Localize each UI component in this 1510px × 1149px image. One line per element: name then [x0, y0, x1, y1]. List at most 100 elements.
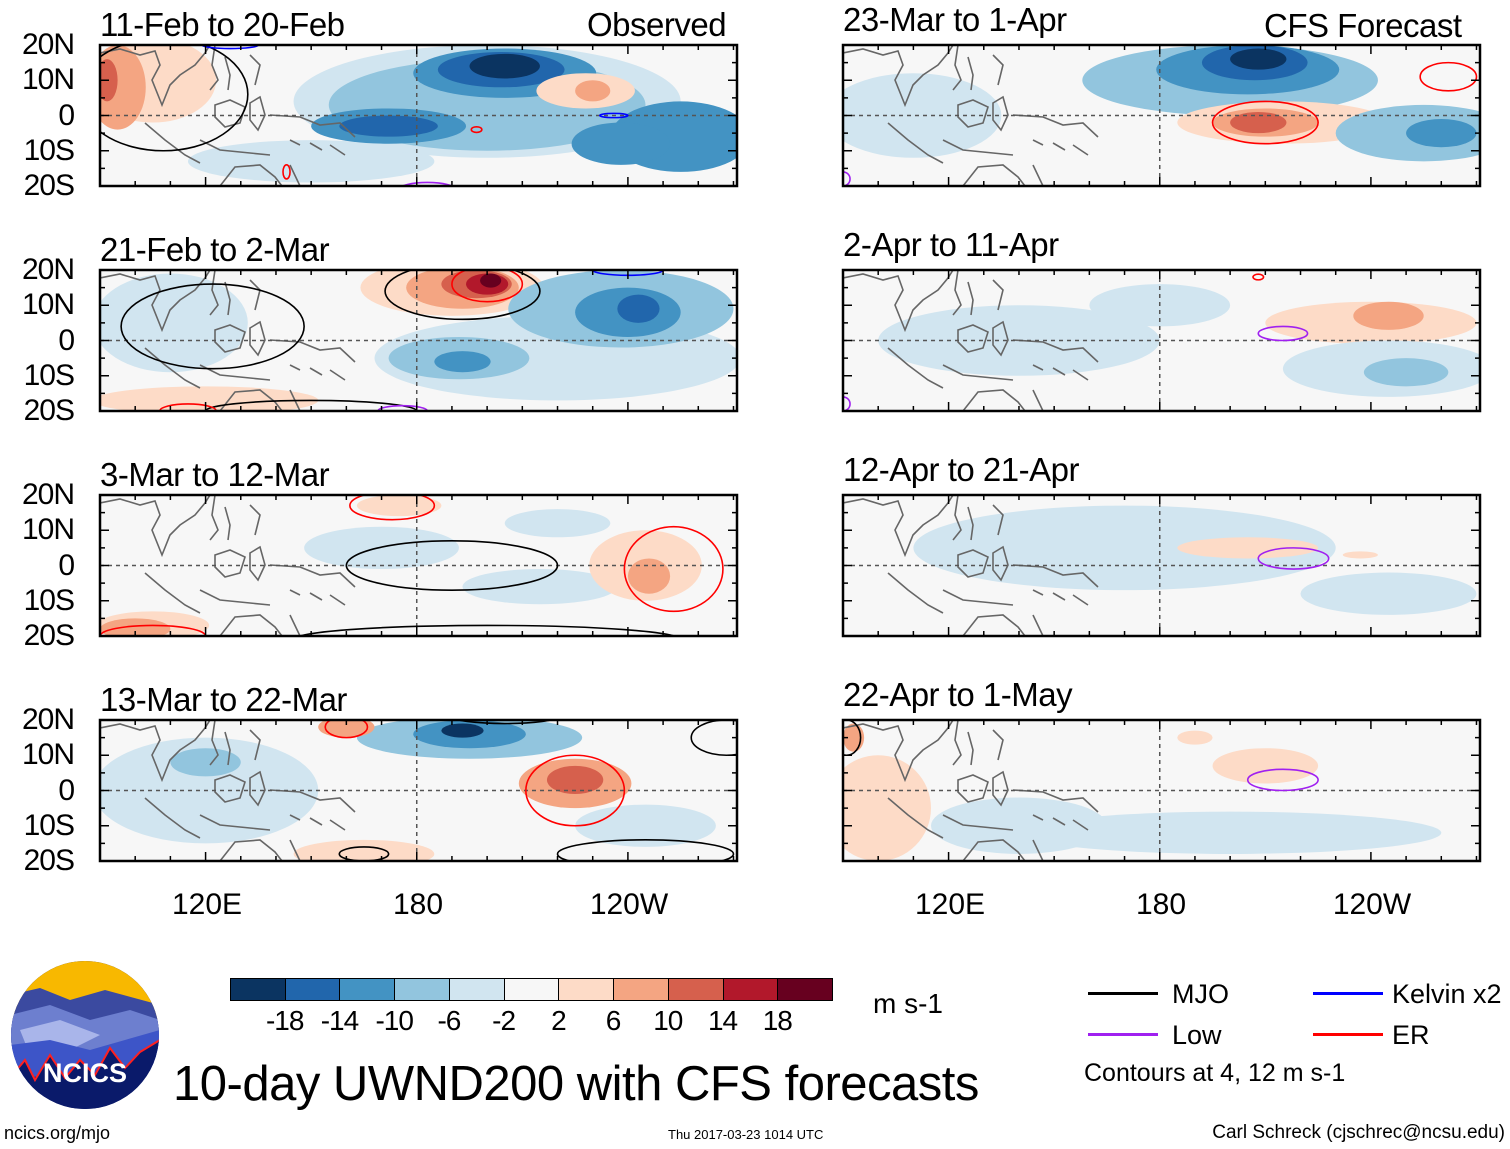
- colorbar-label: 18: [762, 1005, 793, 1036]
- colorbar-swatch: [394, 978, 450, 1001]
- coastline: [100, 270, 356, 411]
- lat-label: 10N: [21, 288, 75, 322]
- colorbar-label: -14: [320, 1005, 359, 1036]
- anomaly-region: [1177, 537, 1319, 559]
- colorbar-label: -18: [265, 1005, 304, 1036]
- logo-text: NCICS: [43, 1058, 127, 1088]
- contour-note: Contours at 4, 12 m s-1: [1084, 1059, 1346, 1087]
- coastline: [100, 45, 356, 186]
- anomaly-region: [434, 351, 491, 373]
- coastline: [843, 45, 1099, 186]
- contour-kelvin: [598, 112, 629, 119]
- colorbar-swatch: [503, 978, 560, 1001]
- lat-label: 20S: [23, 844, 75, 877]
- lon-label: 120W: [589, 888, 669, 921]
- anomaly-region: [1230, 111, 1287, 134]
- contour-mjo: [297, 624, 678, 636]
- map-panel: [841, 268, 1482, 413]
- lat-label: 10S: [23, 133, 75, 167]
- lon-label: 120E: [914, 888, 986, 921]
- map-panel: [841, 43, 1482, 188]
- contour-mjo: [556, 839, 735, 861]
- colorbar-swatch: [284, 978, 341, 1001]
- map-panel: [98, 268, 739, 413]
- contour-kelvin: [201, 45, 260, 50]
- lat-label: 10S: [23, 583, 75, 617]
- legend-line-low: [1088, 1033, 1158, 1036]
- lat-label: 0: [58, 773, 75, 807]
- colorbar-swatch: [667, 978, 724, 1001]
- contour-mjo: [100, 45, 249, 152]
- anomaly-region: [318, 720, 375, 738]
- contour-low: [1246, 768, 1319, 792]
- lat-label: 20N: [21, 253, 75, 286]
- anomaly-region: [356, 495, 442, 517]
- contour-low: [843, 396, 851, 411]
- contour-mjo: [690, 720, 737, 757]
- colorbar-label: 2: [551, 1005, 567, 1036]
- colorbar-swatch: [230, 978, 286, 1001]
- anomaly-region: [187, 140, 435, 183]
- panel-title: 12-Apr to 21-Apr: [843, 451, 1079, 488]
- map-panel: [98, 718, 739, 863]
- contour-er: [623, 525, 724, 613]
- anomaly-region: [1177, 730, 1213, 745]
- colorbar-swatch: [722, 978, 779, 1001]
- colorbar-label: 6: [605, 1005, 622, 1036]
- contour-low: [401, 181, 454, 186]
- panel-title: 13-Mar to 22-Mar: [100, 681, 347, 718]
- map-panel: [98, 43, 739, 188]
- map-panel: [841, 718, 1482, 863]
- anomaly-region: [1342, 551, 1378, 559]
- anomaly-region: [843, 755, 931, 861]
- anomaly-region: [843, 73, 1002, 158]
- panel-title: 23-Mar to 1-Apr: [843, 1, 1067, 38]
- contour-low: [1257, 325, 1309, 342]
- anomaly-region: [293, 839, 435, 861]
- anomaly-region: [170, 748, 241, 777]
- anomaly-region: [913, 505, 1336, 591]
- legend-label-low: Low: [1172, 1020, 1222, 1050]
- colorbar-swatch: [448, 978, 505, 1001]
- anomaly-region: [469, 53, 540, 79]
- panel-title: 2-Apr to 11-Apr: [843, 226, 1059, 263]
- colorbar-swatch: [777, 978, 833, 1001]
- footer-link[interactable]: ncics.org/mjo: [4, 1123, 111, 1143]
- anomaly-region: [1018, 811, 1442, 854]
- contour-mjo: [345, 540, 559, 591]
- lat-label: 20N: [21, 703, 75, 736]
- lat-label: 10S: [23, 358, 75, 392]
- footer-timestamp: Thu 2017-03-23 1014 UTC: [668, 1127, 824, 1142]
- anomaly-region: [100, 618, 171, 636]
- anomaly-region: [617, 294, 660, 323]
- contour-er: [1252, 273, 1265, 281]
- lon-label: 120W: [1332, 888, 1412, 921]
- legend-label-er: ER: [1392, 1020, 1430, 1050]
- coastline: [843, 495, 1099, 636]
- contour-low: [1257, 547, 1330, 570]
- colorbar-swatch: [558, 978, 615, 1001]
- panel-tag-observed: Observed: [587, 6, 727, 43]
- contour-er: [451, 270, 524, 303]
- anomaly-region: [627, 558, 671, 594]
- legend-label-mjo: MJO: [1172, 979, 1229, 1009]
- contour-er: [282, 164, 291, 180]
- contour-er: [349, 495, 436, 521]
- lat-label: 0: [58, 548, 75, 582]
- anomaly-region: [504, 509, 611, 538]
- contour-er: [1419, 61, 1478, 92]
- contour-er: [525, 754, 626, 827]
- contour-mjo: [120, 283, 305, 370]
- anomaly-region: [100, 45, 146, 130]
- panel-title: 22-Apr to 1-May: [843, 676, 1073, 713]
- map-panel: [841, 493, 1482, 638]
- contour-mjo: [204, 399, 418, 411]
- anomaly-region: [339, 115, 438, 137]
- legend-label-kelvin: Kelvin x2: [1392, 979, 1502, 1009]
- panel-title: 11-Feb to 20-Feb: [100, 6, 345, 43]
- map-panel: [98, 493, 739, 638]
- anomaly-region: [1363, 358, 1449, 387]
- footer-author: Carl Schreck (cjschrec@ncsu.edu): [1212, 1122, 1505, 1143]
- coastline: [100, 720, 356, 861]
- anomaly-region: [1300, 572, 1477, 615]
